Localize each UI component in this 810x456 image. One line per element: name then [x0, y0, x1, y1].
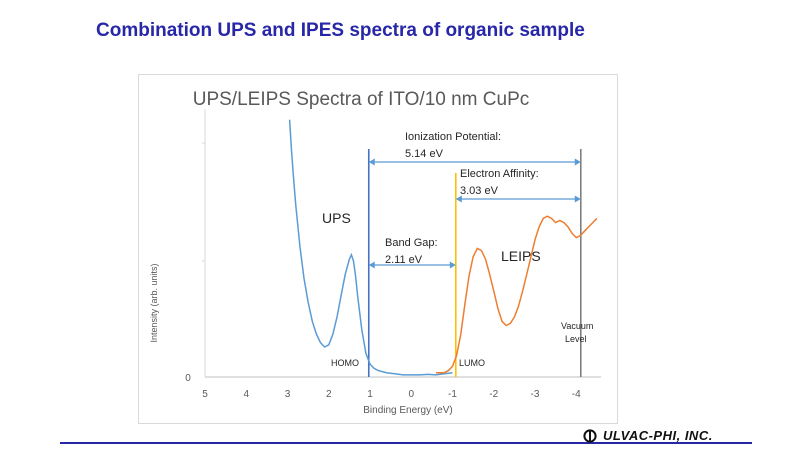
x-axis-title: Binding Energy (eV)	[363, 405, 453, 416]
x-tick-label: -3	[531, 389, 540, 400]
affinity-arrow-head-left	[455, 195, 462, 203]
affinity-label-value: 3.03 eV	[460, 185, 499, 197]
chart-title: UPS/LEIPS Spectra of ITO/10 nm CuPc	[193, 89, 530, 110]
series-line-ups	[288, 119, 453, 376]
leips-series-label: LEIPS	[501, 248, 541, 264]
x-tick-label: -1	[448, 389, 457, 400]
ulvac-phi-logo-icon	[583, 428, 597, 443]
x-tick-label: 2	[326, 389, 332, 400]
slide-title: Combination UPS and IPES spectra of orga…	[96, 20, 585, 41]
lumo-label: LUMO	[459, 358, 485, 368]
y-tick-label: 0	[185, 373, 191, 384]
bandgap-label-value: 2.11 eV	[385, 254, 423, 266]
y-axis-title: Intensity (arb. units)	[149, 263, 159, 342]
ups-series-label: UPS	[322, 210, 351, 226]
company-brand: ULVAC-PHI, INC.	[583, 428, 713, 443]
bandgap-label-line1: Band Gap:	[385, 237, 438, 249]
spectra-chart: UPS/LEIPS Spectra of ITO/10 nm CuPc 5 4 3 2…	[149, 89, 601, 416]
x-tick-label: 0	[408, 389, 414, 400]
series-line-leips	[436, 215, 598, 374]
vacuum-label-line2: Level	[565, 334, 587, 344]
footer-rule	[60, 442, 752, 444]
homo-label: HOMO	[331, 358, 359, 368]
x-tick-label: 4	[243, 389, 249, 400]
x-tick-label: 5	[202, 389, 208, 400]
ionization-arrow-head-left	[368, 158, 375, 166]
x-tick-label: -2	[489, 389, 498, 400]
x-tick-label: 3	[285, 389, 291, 400]
affinity-arrow-head-right	[574, 195, 581, 203]
ionization-label-line1: Ionization Potential:	[405, 131, 501, 143]
bandgap-arrow-head-right	[449, 261, 456, 269]
ionization-label-value: 5.14 eV	[405, 148, 444, 160]
ionization-arrow-head-right	[574, 158, 581, 166]
x-tick-label: -4	[572, 389, 581, 400]
affinity-label-line1: Electron Affinity:	[460, 168, 539, 180]
chart-frame: UPS/LEIPS Spectra of ITO/10 nm CuPc 5 4 3 2…	[138, 74, 618, 424]
x-tick-label: 1	[367, 389, 373, 400]
vacuum-label-line1: Vacuum	[561, 321, 593, 331]
company-name: ULVAC-PHI, INC.	[603, 428, 713, 443]
bandgap-arrow-head-left	[368, 261, 375, 269]
